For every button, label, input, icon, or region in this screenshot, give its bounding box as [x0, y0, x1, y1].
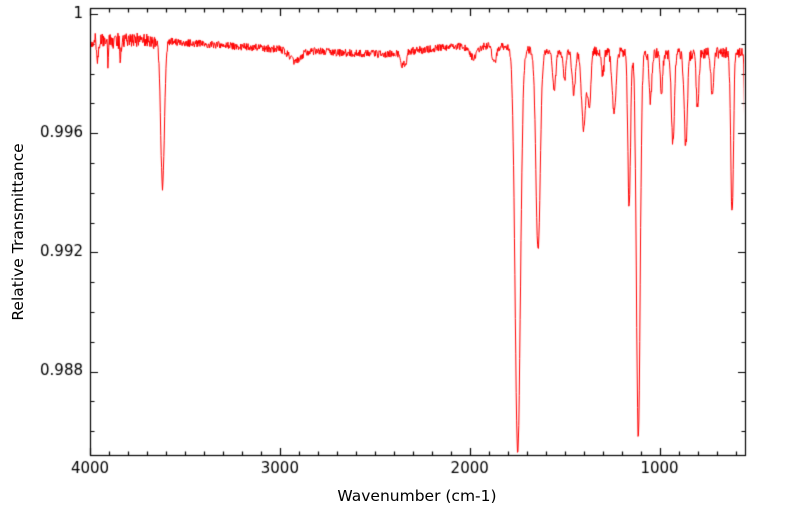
ir-spectrum-figure: Relative Transmittance Wavenumber (cm-1)	[0, 0, 799, 516]
spectrum-plot-canvas	[0, 0, 799, 516]
